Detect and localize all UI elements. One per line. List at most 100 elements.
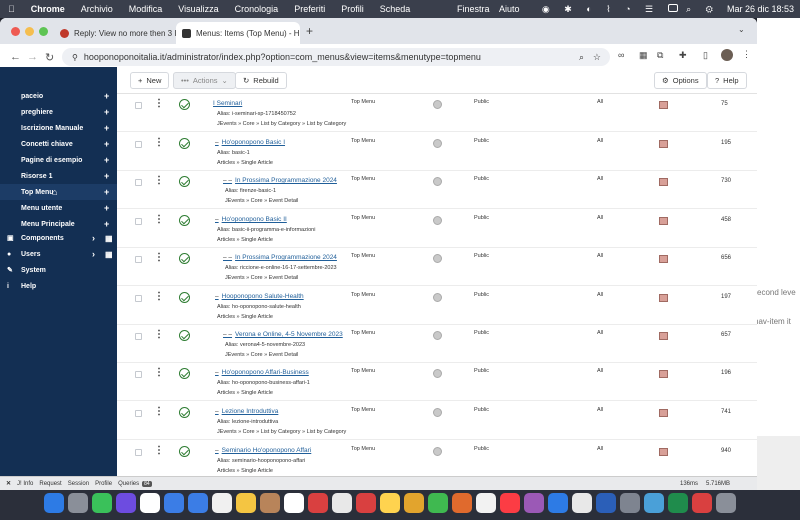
dock-photos-app-icon[interactable] — [332, 493, 352, 513]
row-actions-icon[interactable]: ⋮ — [154, 291, 164, 302]
row-checkbox[interactable] — [135, 102, 142, 109]
status-session[interactable]: Session — [67, 480, 90, 487]
menubar-item-preferiti[interactable]: Preferiti — [287, 4, 325, 14]
home-toggle-icon[interactable] — [433, 139, 442, 148]
row-checkbox[interactable] — [135, 333, 142, 340]
row-checkbox[interactable] — [135, 141, 142, 148]
sidebar-item-pagine-di-esempio[interactable]: Pagine di esempio + — [0, 152, 117, 168]
add-item-plus-icon[interactable]: + — [104, 91, 110, 101]
chevron-right-icon[interactable]: › — [92, 249, 95, 259]
sidebar-item-risorse-1[interactable]: Risorse 1 + — [0, 168, 117, 184]
chrome-menu-icon[interactable]: ⋮ — [742, 49, 751, 59]
row-checkbox[interactable] — [135, 179, 142, 186]
item-title-link[interactable]: – – Verona e Online, 4-5 Novembre 2023 — [223, 331, 343, 338]
dock-facetime-icon[interactable] — [92, 493, 112, 513]
options-button[interactable]: ⚙ Options — [654, 72, 707, 89]
chevron-right-icon[interactable]: › — [92, 233, 95, 243]
dock-books-app-icon[interactable] — [476, 493, 496, 513]
sidebar-section-help[interactable]: i Help — [3, 279, 117, 293]
menubar-item-visualizza[interactable]: Visualizza — [171, 4, 218, 14]
dashboard-grid-icon[interactable]: ▦ — [105, 249, 113, 259]
menubar-item-finestra[interactable]: Finestra — [457, 4, 490, 14]
row-actions-icon[interactable]: ⋮ — [154, 367, 164, 378]
dock-finder-window-icon[interactable] — [620, 493, 640, 513]
back-arrow-icon[interactable]: ← — [10, 51, 21, 63]
home-toggle-icon[interactable] — [433, 216, 442, 225]
sidebar-item-preghiere[interactable]: preghiere + — [0, 104, 117, 120]
extensions-icon[interactable]: ✚ — [679, 50, 687, 60]
published-check-icon[interactable] — [179, 330, 190, 341]
status-profile[interactable]: Profile — [95, 480, 113, 487]
menubar-item-profili[interactable]: Profili — [334, 4, 364, 14]
add-item-plus-icon[interactable]: + — [104, 107, 110, 117]
zoom-search-icon[interactable]: ⌕ — [578, 51, 584, 62]
dock-launchpad-icon[interactable] — [68, 493, 88, 513]
dock-keynote-app-icon[interactable] — [452, 493, 472, 513]
status-request[interactable]: Request — [39, 480, 62, 487]
sidebar-item-concetti-chiave[interactable]: Concetti chiave + — [0, 136, 117, 152]
close-window-button[interactable] — [11, 27, 20, 36]
home-toggle-icon[interactable] — [433, 331, 442, 340]
help-button[interactable]: ? Help — [707, 72, 747, 89]
dashboard-grid-icon[interactable]: ▦ — [105, 233, 113, 243]
menubar-item-chrome[interactable]: Chrome — [24, 4, 65, 14]
item-title-link[interactable]: I Seminari — [210, 100, 242, 107]
status-queries[interactable]: Queries — [118, 480, 140, 487]
home-toggle-icon[interactable] — [433, 369, 442, 378]
dock-app-store-icon[interactable] — [548, 493, 568, 513]
sidebar-item-menu-principale[interactable]: Menu Principale + — [0, 216, 117, 232]
dock-finder-icon[interactable] — [44, 493, 64, 513]
published-check-icon[interactable] — [179, 138, 190, 149]
item-title-link[interactable]: – – In Prossima Programmazione 2024 — [223, 254, 337, 261]
published-check-icon[interactable] — [179, 99, 190, 110]
dock-acrobat-icon[interactable] — [308, 493, 328, 513]
tab-menus-items[interactable]: Menus: Items (Top Menu) - H × — [176, 22, 300, 44]
dock-safari-icon[interactable] — [164, 493, 184, 513]
apple-menu-icon[interactable]:  — [0, 4, 23, 14]
new-button[interactable]: + New — [130, 72, 170, 89]
status-jinfo[interactable]: J! Info — [17, 480, 34, 487]
home-toggle-icon[interactable] — [433, 100, 442, 109]
published-check-icon[interactable] — [179, 215, 190, 226]
dock-podcasts-app-icon[interactable] — [524, 493, 544, 513]
published-check-icon[interactable] — [179, 292, 190, 303]
dock-filezilla-icon[interactable] — [692, 493, 712, 513]
sidebar-item-top-menu[interactable]: Top Menu ⌂ + — [0, 184, 117, 200]
extension-icon[interactable]: ∞ — [618, 50, 625, 60]
published-check-icon[interactable] — [179, 253, 190, 264]
item-title-link[interactable]: – Ho'oponopono Basic I — [215, 139, 285, 146]
sidebar-item-menu-utente[interactable]: Menu utente + — [0, 200, 117, 216]
address-bar[interactable]: ⚲ hooponoponoitalia.it/administrator/ind… — [62, 48, 610, 66]
dock-preview-icon[interactable] — [644, 493, 664, 513]
dock-siri-icon[interactable] — [116, 493, 136, 513]
row-checkbox[interactable] — [135, 256, 142, 263]
published-check-icon[interactable] — [179, 407, 190, 418]
row-actions-icon[interactable]: ⋮ — [154, 137, 164, 148]
item-title-link[interactable]: – Lezione Introduttiva — [215, 408, 278, 415]
reload-icon[interactable]: ↻ — [45, 52, 55, 64]
add-item-plus-icon[interactable]: + — [104, 203, 110, 213]
row-checkbox[interactable] — [135, 371, 142, 378]
home-toggle-icon[interactable] — [433, 447, 442, 456]
maximize-window-button[interactable] — [39, 27, 48, 36]
item-title-link[interactable]: – Ho'oponopono Affari-Business — [215, 369, 309, 376]
add-item-plus-icon[interactable]: + — [104, 219, 110, 229]
add-item-plus-icon[interactable]: + — [104, 123, 110, 133]
published-check-icon[interactable] — [179, 176, 190, 187]
dock-numbers-app-icon[interactable] — [428, 493, 448, 513]
bookmark-star-icon[interactable]: ☆ — [592, 51, 601, 62]
add-item-plus-icon[interactable]: + — [104, 187, 110, 197]
add-item-plus-icon[interactable]: + — [104, 171, 110, 181]
dock-photos-icon[interactable] — [212, 493, 232, 513]
row-actions-icon[interactable]: ⋮ — [154, 98, 164, 109]
sidebar-item-iscrizione-manuale[interactable]: Iscrizione Manuale + — [0, 120, 117, 136]
menubar-item-modifica[interactable]: Modifica — [122, 4, 163, 14]
home-toggle-icon[interactable] — [433, 293, 442, 302]
home-toggle-icon[interactable] — [433, 177, 442, 186]
item-title-link[interactable]: – Seminario Ho'oponopono Affari — [215, 447, 311, 454]
dock-notes-app-icon[interactable] — [404, 493, 424, 513]
dock-music-app-icon[interactable] — [500, 493, 520, 513]
home-toggle-icon[interactable] — [433, 408, 442, 417]
row-checkbox[interactable] — [135, 449, 142, 456]
add-item-plus-icon[interactable]: + — [104, 155, 110, 165]
